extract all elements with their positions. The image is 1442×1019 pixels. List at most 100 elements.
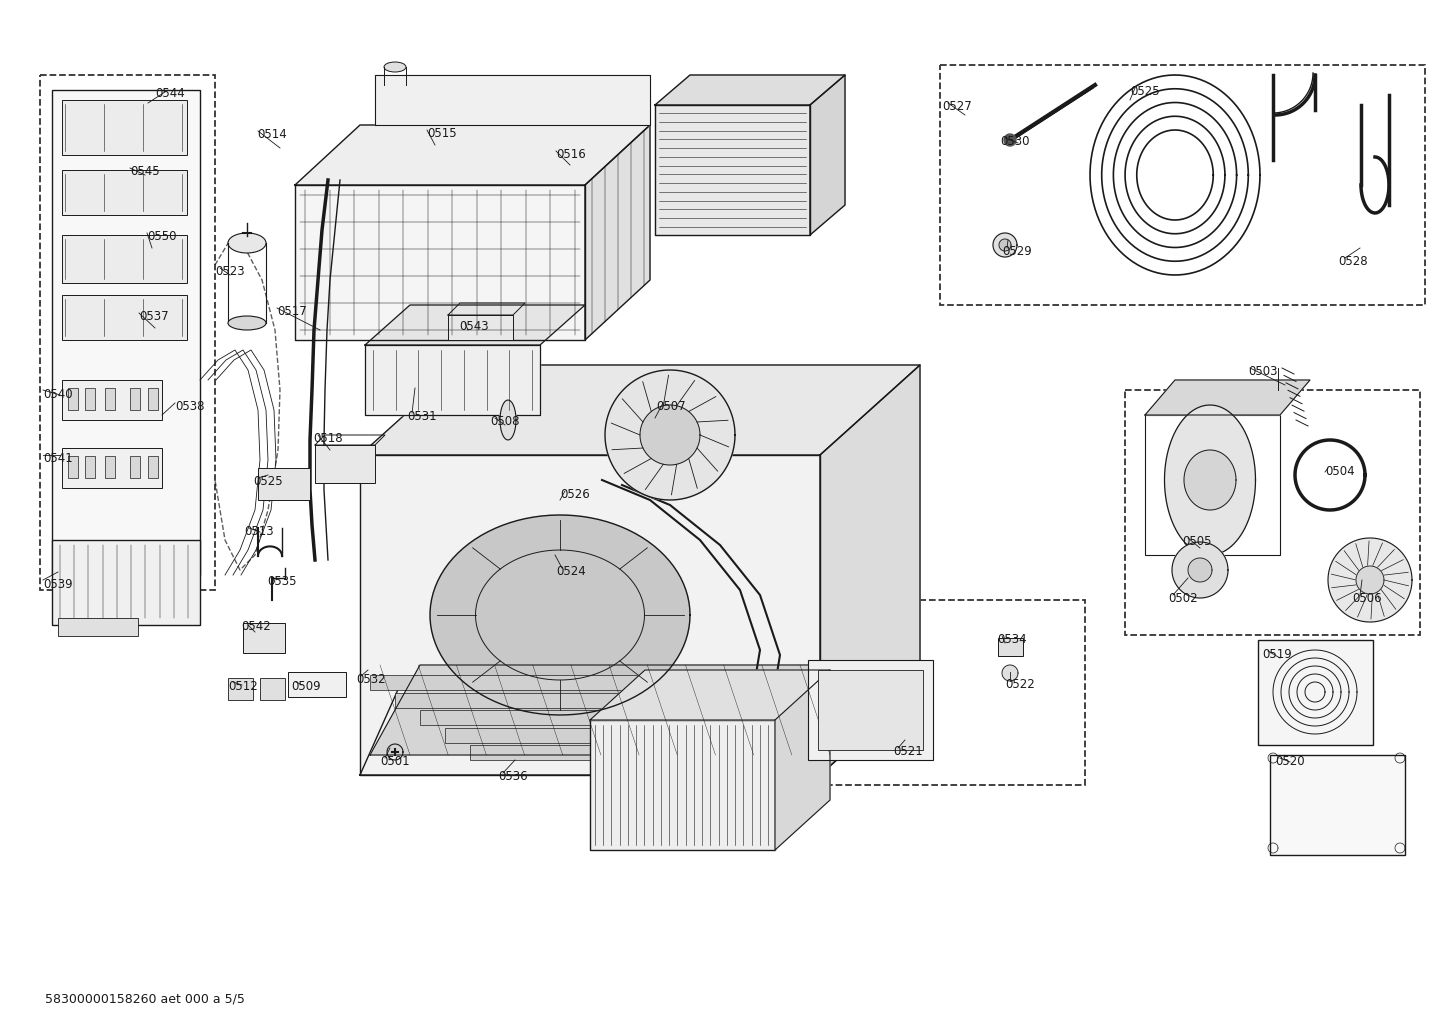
Text: 0515: 0515 [427, 127, 457, 140]
Polygon shape [1355, 566, 1384, 594]
Polygon shape [640, 405, 699, 465]
Text: 0517: 0517 [277, 305, 307, 318]
Text: 0545: 0545 [130, 165, 160, 178]
Bar [62, 380, 162, 420]
Text: 0513: 0513 [244, 525, 274, 538]
Text: 0530: 0530 [999, 135, 1030, 148]
Bar [395, 693, 805, 707]
Bar [228, 678, 252, 700]
Text: 0507: 0507 [656, 400, 685, 413]
Text: 0527: 0527 [942, 100, 972, 113]
Polygon shape [820, 365, 920, 775]
Text: 0520: 0520 [1275, 755, 1305, 768]
Text: 0539: 0539 [43, 578, 72, 591]
Polygon shape [500, 400, 516, 440]
Text: 0529: 0529 [1002, 245, 1031, 258]
Text: 0514: 0514 [257, 128, 287, 141]
Ellipse shape [228, 233, 265, 253]
Bar [62, 294, 187, 340]
Bar [130, 455, 140, 478]
Text: 0521: 0521 [893, 745, 923, 758]
Polygon shape [1188, 558, 1211, 582]
Bar [420, 710, 780, 725]
Text: 0525: 0525 [1131, 85, 1159, 98]
Bar [998, 638, 1022, 656]
Bar [105, 455, 115, 478]
Bar [52, 540, 200, 625]
Text: 0537: 0537 [138, 310, 169, 323]
Bar [130, 388, 140, 410]
Bar [1125, 390, 1420, 635]
Bar [40, 75, 215, 590]
Polygon shape [1004, 135, 1017, 146]
Text: 0516: 0516 [557, 148, 585, 161]
Text: 0538: 0538 [174, 400, 205, 413]
Text: 0528: 0528 [1338, 255, 1367, 268]
Polygon shape [585, 125, 650, 340]
Text: 0503: 0503 [1247, 365, 1278, 378]
Bar [448, 315, 513, 340]
Polygon shape [810, 75, 845, 235]
Text: 0505: 0505 [1182, 535, 1211, 548]
Polygon shape [1002, 665, 1018, 681]
Text: 0526: 0526 [559, 488, 590, 501]
Text: 0522: 0522 [1005, 678, 1035, 691]
Bar [149, 388, 159, 410]
Text: 0536: 0536 [497, 770, 528, 783]
Polygon shape [590, 671, 831, 720]
Bar [68, 455, 78, 478]
Text: 0523: 0523 [215, 265, 245, 278]
Text: 58300000158260 aet 000 a 5/5: 58300000158260 aet 000 a 5/5 [45, 993, 245, 1005]
Polygon shape [655, 75, 845, 105]
Bar [470, 745, 730, 760]
Text: 0504: 0504 [1325, 465, 1354, 478]
Bar [808, 660, 933, 760]
Bar [62, 448, 162, 488]
Polygon shape [360, 365, 920, 455]
Polygon shape [296, 185, 585, 340]
Bar [260, 678, 286, 700]
Bar [940, 65, 1425, 305]
Text: 0508: 0508 [490, 415, 519, 428]
Bar [314, 445, 375, 483]
Bar [62, 170, 187, 215]
Text: 0534: 0534 [996, 633, 1027, 646]
Polygon shape [774, 671, 831, 850]
Polygon shape [371, 665, 880, 755]
Text: 0543: 0543 [459, 320, 489, 333]
Bar [149, 455, 159, 478]
Bar [795, 600, 1084, 785]
Text: 0524: 0524 [557, 565, 585, 578]
Bar [52, 90, 200, 575]
Bar [62, 100, 187, 155]
Polygon shape [360, 455, 820, 775]
Polygon shape [430, 515, 691, 715]
Bar [371, 675, 831, 690]
Polygon shape [606, 370, 735, 500]
Text: 0509: 0509 [291, 680, 320, 693]
Text: 0531: 0531 [407, 410, 437, 423]
Text: 0525: 0525 [252, 475, 283, 488]
Text: 0535: 0535 [267, 575, 297, 588]
Polygon shape [1145, 380, 1309, 415]
Polygon shape [365, 345, 539, 415]
Bar [68, 388, 78, 410]
Text: 0512: 0512 [228, 680, 258, 693]
Polygon shape [994, 233, 1017, 257]
Text: 0506: 0506 [1353, 592, 1381, 605]
Text: 0540: 0540 [43, 388, 72, 401]
Polygon shape [999, 239, 1011, 251]
Bar [105, 388, 115, 410]
Polygon shape [1328, 538, 1412, 622]
Polygon shape [655, 105, 810, 235]
Text: 0502: 0502 [1168, 592, 1198, 605]
Bar [288, 672, 346, 697]
Text: 0501: 0501 [381, 755, 410, 768]
Text: 0518: 0518 [313, 432, 343, 445]
Bar [1145, 415, 1280, 555]
Bar [244, 623, 286, 653]
Bar [446, 728, 756, 743]
Text: 0544: 0544 [154, 87, 185, 100]
Ellipse shape [228, 316, 265, 330]
Text: 0532: 0532 [356, 673, 385, 686]
